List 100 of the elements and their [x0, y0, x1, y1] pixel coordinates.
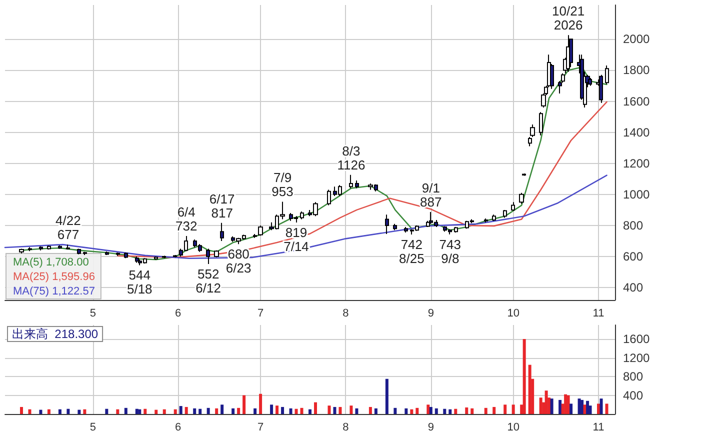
annotation: 7/9 953: [272, 170, 294, 200]
candlestick: [539, 112, 543, 136]
candlestick: [599, 74, 603, 104]
bar: [270, 404, 274, 414]
candlestick: [519, 192, 524, 204]
candlestick: [522, 172, 526, 176]
candlestick: [393, 223, 397, 231]
candlestick: [66, 244, 70, 250]
candlestick: [404, 226, 408, 233]
bar: [374, 408, 378, 414]
bar: [20, 406, 23, 414]
bar: [314, 402, 317, 414]
candlestick: [19, 248, 24, 254]
bar: [465, 407, 468, 414]
bar: [448, 409, 452, 414]
bar: [232, 408, 235, 414]
bar: [470, 408, 474, 414]
bar: [294, 408, 298, 414]
y-tick-label: 1000: [623, 187, 650, 202]
bar: [350, 406, 353, 414]
candlestick: [454, 226, 458, 233]
x-tick-label: 5: [90, 308, 96, 320]
bar: [28, 409, 32, 414]
bar: [570, 404, 573, 414]
bar: [58, 409, 62, 414]
bar: [193, 408, 196, 414]
bar: [47, 409, 50, 414]
candlestick: [566, 34, 570, 72]
y-tick-label: 1800: [623, 63, 650, 78]
bar: [434, 408, 438, 414]
y-tick-label: 1600: [623, 332, 650, 346]
annotation: 6/17 817: [209, 191, 235, 220]
bar: [308, 409, 312, 414]
candlestick: [355, 180, 359, 189]
bar: [66, 408, 70, 414]
candlestick: [220, 222, 224, 242]
bar: [242, 395, 246, 414]
bar: [333, 406, 336, 414]
x-tick-label: 6: [175, 422, 182, 434]
bar: [338, 406, 342, 414]
y-tick-label: 1400: [623, 125, 650, 140]
y-tick-label: 600: [623, 250, 644, 264]
candlestick: [173, 254, 177, 258]
bar: [385, 378, 388, 414]
text: MA(75) 1,122.57: [13, 286, 95, 298]
candlestick: [530, 124, 535, 138]
text: MA(25) 1,595.96: [13, 271, 95, 283]
y-tick-label: 1200: [623, 156, 650, 170]
bar: [558, 400, 562, 414]
candlestick: [492, 214, 496, 222]
bar: [289, 408, 292, 414]
bar: [105, 408, 108, 414]
bar: [116, 409, 120, 414]
bar: [198, 408, 202, 414]
y-tick-label: 800: [623, 218, 644, 232]
y-tick-label: 800: [623, 370, 644, 384]
x-tick-label: 11: [592, 308, 604, 320]
candlestick: [206, 248, 210, 264]
bar: [492, 406, 496, 414]
bar: [259, 394, 262, 414]
x-tick-label: 6: [175, 308, 182, 320]
x-tick-label: 9: [428, 308, 434, 320]
x-tick-label: 10: [507, 308, 520, 320]
annotation: 743 9/8: [439, 236, 461, 266]
bar: [220, 404, 224, 414]
bar: [78, 410, 81, 414]
candlestick: [528, 136, 532, 147]
y-tick-label: 2000: [623, 32, 650, 46]
bar: [237, 408, 240, 414]
candlestick: [135, 256, 139, 264]
bar: [124, 408, 128, 414]
bar: [368, 406, 372, 414]
bar: [443, 408, 446, 414]
bar: [276, 406, 279, 414]
bar: [39, 410, 42, 414]
candlestick: [569, 38, 573, 68]
x-tick-label: 10: [507, 422, 520, 434]
bar: [281, 406, 284, 414]
annotation: 8/3 1126: [337, 143, 366, 172]
bar: [426, 404, 430, 414]
bar: [355, 408, 358, 414]
bar: [580, 400, 584, 414]
series-label: MA(5) 1,708.00: [13, 256, 89, 268]
y-tick-label: 1600: [623, 94, 650, 108]
x-tick-label: 8: [342, 308, 349, 320]
bar: [83, 409, 86, 414]
bar: [484, 408, 488, 414]
y-tick-label: 400: [623, 388, 644, 402]
annotation: 742 8/25: [399, 236, 424, 266]
x-tick-label: 5: [90, 422, 96, 434]
annotation: 544 5/18: [126, 268, 152, 297]
bar: [504, 404, 507, 414]
bar: [522, 339, 526, 414]
bar: [605, 404, 608, 414]
candlestick: [124, 252, 128, 259]
candlestick: [77, 248, 81, 255]
bar: [254, 408, 257, 414]
x-tick-label: 8: [342, 422, 349, 434]
annotation: 4/22 677: [56, 213, 81, 242]
candlestick: [28, 246, 32, 252]
